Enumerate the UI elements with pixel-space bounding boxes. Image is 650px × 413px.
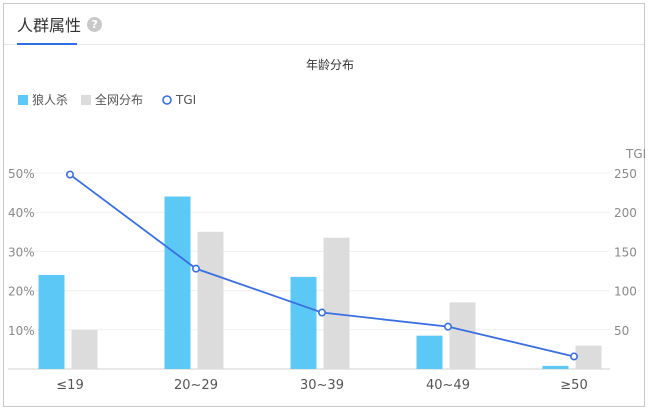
y2-tick-label: 150 bbox=[614, 245, 637, 259]
bar-1-0 bbox=[71, 329, 98, 369]
help-icon[interactable]: ? bbox=[87, 16, 103, 32]
tgi-line bbox=[69, 173, 575, 358]
y-tick-label: 40% bbox=[8, 206, 35, 220]
y2-tick-label: 250 bbox=[614, 167, 637, 181]
bar-0-1 bbox=[164, 196, 191, 369]
legend-label-1: 全网分布 bbox=[95, 92, 143, 107]
legend-swatch-1 bbox=[81, 95, 91, 105]
legend-marker-tgi bbox=[162, 95, 172, 105]
bar-1-3 bbox=[449, 302, 476, 369]
bar-0-2 bbox=[290, 276, 317, 369]
tab-label: 人群属性 bbox=[17, 16, 82, 35]
chart-title: 年龄分布 bbox=[306, 58, 354, 72]
tgi-point-4 bbox=[569, 352, 578, 361]
legend-swatch-0 bbox=[18, 95, 28, 105]
y2-tick-label: 50 bbox=[614, 324, 629, 338]
tab-bar: 人群属性 ? bbox=[4, 4, 644, 45]
bar-0-4 bbox=[542, 365, 569, 369]
tgi-point-1 bbox=[192, 264, 201, 273]
bar-1-2 bbox=[323, 237, 350, 369]
bar-1-4 bbox=[575, 345, 602, 369]
bar-1-1 bbox=[197, 231, 224, 369]
y-tick-label: 20% bbox=[8, 285, 35, 299]
tab-active-indicator bbox=[17, 43, 77, 45]
y2-tick-label: 100 bbox=[614, 285, 637, 299]
x-tick-label: 40~49 bbox=[426, 378, 470, 393]
tgi-point-3 bbox=[443, 322, 452, 331]
tab-crowd-attributes[interactable]: 人群属性 ? bbox=[17, 4, 103, 44]
y2-tick-label: 200 bbox=[614, 206, 637, 220]
y2-axis-label: TGI bbox=[625, 147, 646, 161]
x-tick-label: ≥50 bbox=[560, 378, 587, 393]
bar-0-3 bbox=[416, 335, 443, 369]
x-tick-label: 30~39 bbox=[300, 378, 344, 393]
y-tick-label: 10% bbox=[8, 324, 35, 338]
y-tick-label: 30% bbox=[8, 245, 35, 259]
y-tick-label: 50% bbox=[8, 167, 35, 181]
x-tick-label: ≤19 bbox=[56, 378, 83, 393]
legend-label-0: 狼人杀 bbox=[32, 92, 68, 107]
tgi-point-2 bbox=[317, 308, 326, 317]
legend-label-tgi: TGI bbox=[175, 93, 196, 107]
bar-0-0 bbox=[38, 274, 65, 369]
tgi-point-0 bbox=[66, 170, 75, 179]
x-tick-label: 20~29 bbox=[174, 378, 218, 393]
